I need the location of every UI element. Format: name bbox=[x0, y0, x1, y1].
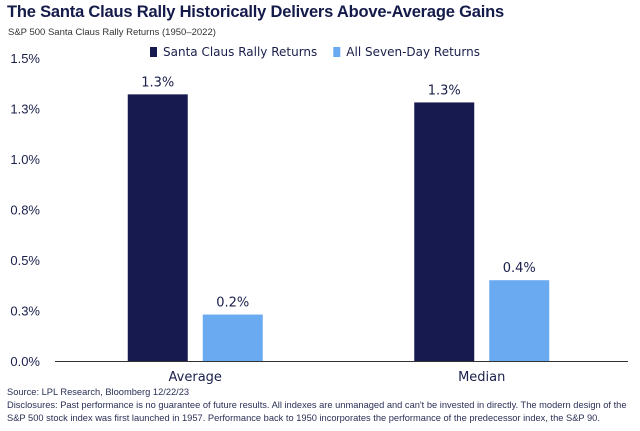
data-label: 0.2% bbox=[216, 296, 249, 311]
chart-title: The Santa Claus Rally Historically Deliv… bbox=[7, 3, 504, 21]
bar-average-series-2 bbox=[202, 314, 263, 361]
bar-median-series-1 bbox=[414, 102, 475, 361]
legend-label: All Seven-Day Returns bbox=[346, 45, 480, 59]
bar-median-series-2 bbox=[489, 280, 550, 361]
legend-swatch bbox=[150, 47, 157, 57]
chart-subtitle: S&P 500 Santa Claus Rally Returns (1950–… bbox=[8, 27, 216, 38]
x-tick-label: Average bbox=[169, 370, 222, 385]
disclosures-note: Disclosures: Past performance is no guar… bbox=[7, 400, 627, 423]
legend-label: Santa Claus Rally Returns bbox=[163, 45, 317, 59]
y-tick-label: 1.0% bbox=[10, 152, 40, 167]
y-tick-label: 0.0% bbox=[10, 354, 40, 369]
data-label: 1.3% bbox=[141, 75, 174, 90]
y-tick-label: 1.5% bbox=[10, 51, 40, 66]
y-tick-label: 0.8% bbox=[10, 203, 40, 218]
chart-footer: Source: LPL Research, Bloomberg 12/22/23… bbox=[7, 386, 633, 425]
data-label: 0.4% bbox=[503, 261, 536, 276]
x-tick-label: Median bbox=[458, 370, 505, 385]
y-tick-label: 0.5% bbox=[10, 253, 40, 268]
y-tick-label: 1.3% bbox=[10, 102, 40, 117]
legend-swatch bbox=[333, 47, 341, 57]
source-note: Source: LPL Research, Bloomberg 12/22/23 bbox=[7, 387, 190, 397]
bar-average-series-1 bbox=[127, 94, 188, 362]
data-label: 1.3% bbox=[428, 83, 461, 98]
y-tick-label: 0.3% bbox=[10, 304, 40, 319]
